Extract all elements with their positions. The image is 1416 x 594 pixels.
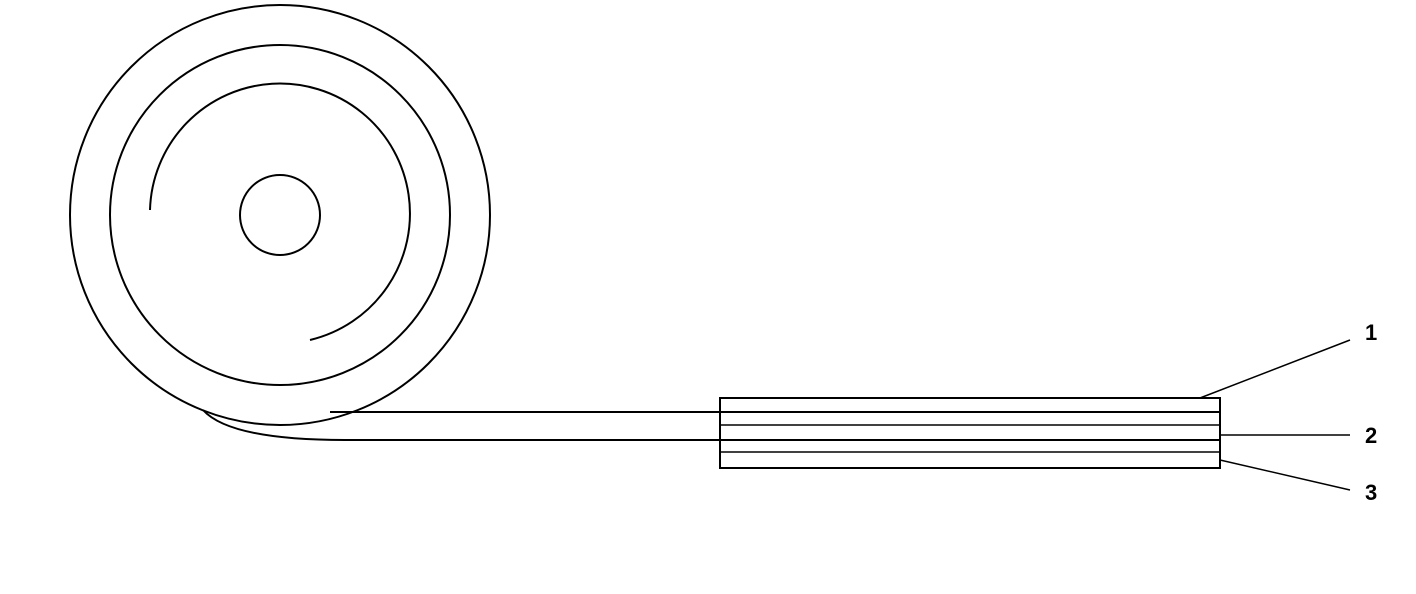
spiral-ring-2 [110,45,450,385]
spiral-center-circle [240,175,320,255]
label-leader-1 [1200,340,1350,398]
cross-section-box [720,398,1220,468]
layer-label-2: 2 [1365,423,1377,449]
spiral-inner-arc [150,84,410,340]
roll-diagram-svg [0,0,1416,589]
spiral-outer-circle [70,5,490,425]
diagram-container: 1 2 3 [0,0,1416,589]
layer-label-1: 1 [1365,320,1377,346]
label-leader-3 [1220,460,1350,490]
layer-label-3: 3 [1365,480,1377,506]
